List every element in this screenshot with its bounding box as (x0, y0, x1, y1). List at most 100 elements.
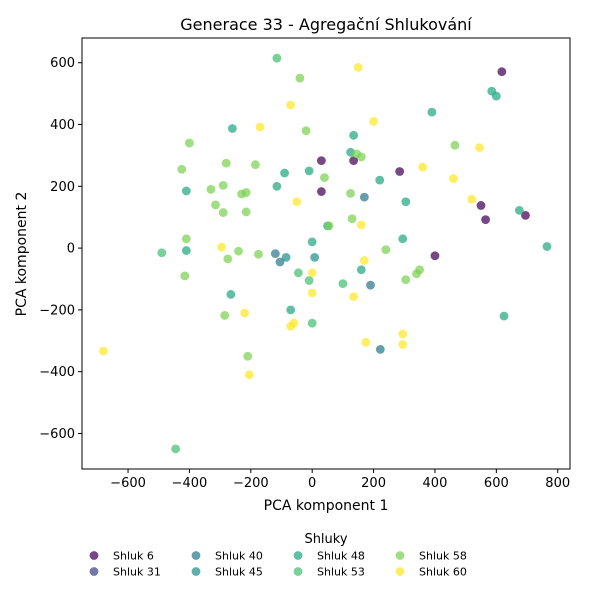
data-point (381, 245, 391, 255)
data-point (430, 251, 440, 261)
data-point (401, 275, 411, 285)
y-tick-label: −600 (39, 427, 75, 442)
legend-marker (293, 567, 303, 576)
data-point (398, 234, 408, 244)
data-point (450, 140, 460, 150)
series-shluk-58 (177, 73, 460, 361)
legend-label: Shluk 58 (419, 550, 467, 563)
data-point (241, 207, 251, 217)
chart-title: Generace 33 - Agregační Shlukování (180, 15, 472, 34)
legend-item: Shluk 60 (395, 566, 467, 579)
series-shluk-53 (157, 53, 348, 454)
data-point (286, 100, 296, 110)
data-point (481, 215, 490, 225)
data-point (395, 167, 405, 176)
data-point (292, 197, 302, 207)
x-tick-label: −400 (172, 476, 208, 491)
legend-marker (395, 551, 405, 560)
data-point (275, 257, 285, 267)
data-point (181, 234, 191, 244)
x-tick-label: 0 (308, 476, 316, 491)
data-point (240, 308, 250, 318)
data-point (185, 138, 194, 148)
data-point (353, 62, 363, 72)
data-point (281, 252, 291, 262)
data-point (255, 122, 265, 132)
data-point (217, 242, 227, 252)
data-point (307, 318, 317, 328)
data-point (304, 276, 314, 285)
data-point (218, 208, 228, 217)
data-point (356, 152, 366, 162)
data-point (307, 237, 317, 247)
data-point (272, 53, 282, 63)
legend-item: Shluk 58 (395, 550, 467, 563)
data-point (418, 162, 428, 172)
data-point (307, 268, 317, 278)
legend-label: Shluk 40 (215, 550, 263, 563)
x-axis: −600 −400 −200 0 200 400 600 800 (110, 469, 570, 491)
data-point (286, 305, 296, 315)
data-point (301, 126, 311, 136)
data-point (316, 187, 326, 196)
data-point (347, 214, 357, 224)
series-shluk-48 (181, 86, 552, 321)
data-point (177, 164, 187, 174)
data-point (324, 221, 334, 231)
legend-label: Shluk 6 (113, 550, 154, 563)
data-point (359, 192, 369, 202)
data-point (467, 194, 477, 204)
data-point (412, 269, 421, 279)
data-point (234, 246, 243, 256)
data-point (401, 197, 411, 207)
data-point (227, 124, 237, 133)
data-point (369, 117, 378, 126)
data-point (221, 158, 231, 168)
data-point (356, 265, 366, 275)
data-point (226, 290, 236, 299)
data-point (398, 340, 408, 349)
legend: Shluky Shluk 6 Shluk 31 Shluk 40 Shluk 45 Sh… (89, 532, 467, 579)
data-point (270, 249, 280, 259)
plot-area (99, 53, 552, 454)
plot-frame (81, 37, 571, 470)
legend-label: Shluk 31 (113, 566, 161, 579)
data-point (497, 67, 507, 77)
data-point (243, 351, 253, 361)
y-axis-label: PCA komponent 2 (14, 192, 30, 317)
y-axis: −600 −400 −200 0 200 400 600 (39, 56, 82, 442)
x-tick-label: −600 (110, 476, 146, 491)
data-point (241, 188, 251, 197)
x-tick-label: 600 (484, 476, 509, 491)
data-point (476, 201, 486, 210)
data-point (286, 321, 296, 331)
legend-marker (89, 567, 99, 576)
data-point (181, 246, 191, 255)
legend-item: Shluk 48 (293, 550, 365, 563)
data-point (293, 268, 303, 278)
series-shluk-45 (281, 252, 320, 262)
data-point (366, 280, 375, 290)
data-point (356, 220, 366, 230)
legend-item: Shluk 53 (293, 566, 365, 579)
legend-item: Shluk 31 (89, 566, 161, 579)
legend-marker (293, 551, 303, 560)
data-point (349, 156, 359, 166)
data-point (499, 311, 509, 321)
data-point (359, 256, 369, 265)
data-point (181, 186, 191, 196)
data-point (349, 130, 359, 140)
data-point (514, 206, 524, 215)
data-point (542, 242, 552, 251)
y-tick-label: −400 (39, 365, 75, 380)
data-point (295, 73, 305, 83)
y-tick-label: 400 (50, 118, 75, 133)
series-shluk-60 (99, 62, 484, 380)
data-point (475, 143, 484, 153)
x-tick-label: −200 (233, 476, 269, 491)
legend-item: Shluk 40 (191, 550, 263, 563)
data-point (349, 292, 359, 301)
